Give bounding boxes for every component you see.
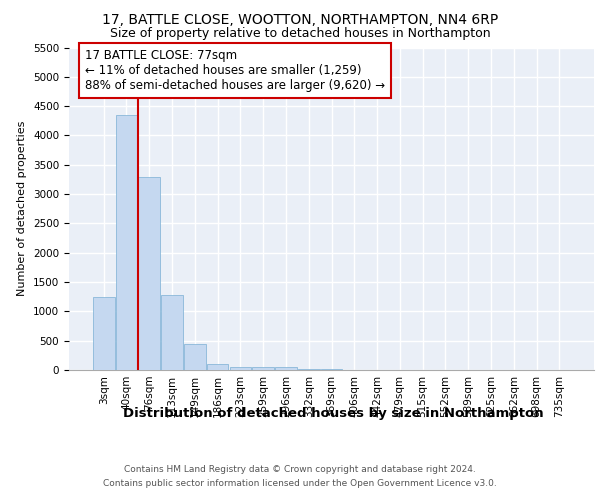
Bar bbox=[253, 367, 274, 370]
Bar bbox=[275, 368, 297, 370]
Text: Contains HM Land Registry data © Crown copyright and database right 2024.
Contai: Contains HM Land Registry data © Crown c… bbox=[103, 466, 497, 487]
Text: Distribution of detached houses by size in Northampton: Distribution of detached houses by size … bbox=[122, 408, 544, 420]
Bar bbox=[230, 367, 251, 370]
Bar bbox=[116, 115, 137, 370]
Bar bbox=[207, 364, 229, 370]
Bar bbox=[184, 344, 206, 370]
Y-axis label: Number of detached properties: Number of detached properties bbox=[17, 121, 28, 296]
Bar bbox=[93, 296, 115, 370]
Bar bbox=[298, 368, 320, 370]
Text: Size of property relative to detached houses in Northampton: Size of property relative to detached ho… bbox=[110, 28, 490, 40]
Text: 17, BATTLE CLOSE, WOOTTON, NORTHAMPTON, NN4 6RP: 17, BATTLE CLOSE, WOOTTON, NORTHAMPTON, … bbox=[102, 12, 498, 26]
Bar bbox=[139, 176, 160, 370]
Bar bbox=[161, 295, 183, 370]
Text: 17 BATTLE CLOSE: 77sqm
← 11% of detached houses are smaller (1,259)
88% of semi-: 17 BATTLE CLOSE: 77sqm ← 11% of detached… bbox=[85, 49, 385, 92]
